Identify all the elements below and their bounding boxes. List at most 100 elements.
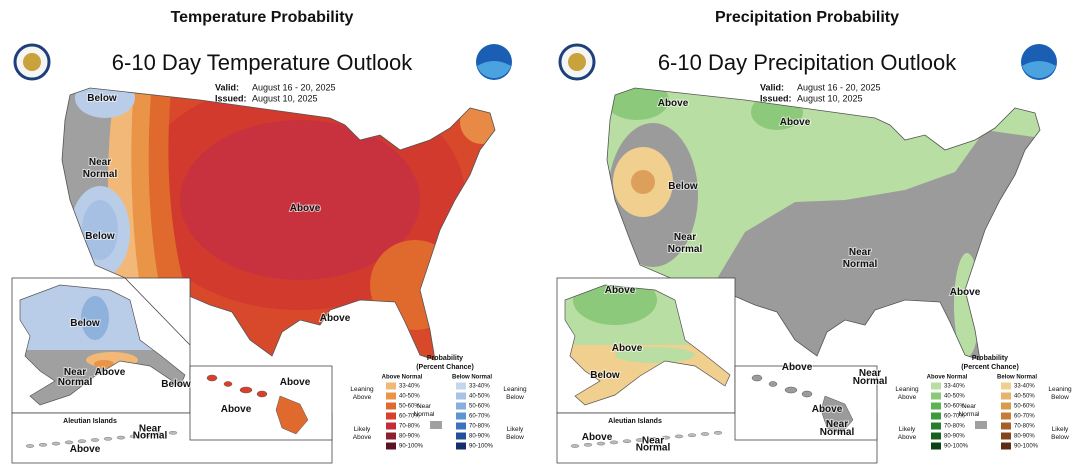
legend-swatch [1001, 402, 1011, 410]
legend-swatch [931, 432, 941, 440]
map-title: 6-10 Day Temperature Outlook [112, 50, 413, 75]
legend-swatch [386, 392, 396, 400]
aleutian-island [77, 439, 87, 444]
aleutian-island [635, 438, 645, 442]
map-label: Below [85, 231, 115, 242]
legend-side-label: Leaning Above [895, 386, 919, 401]
legend-swatch [386, 422, 396, 430]
map-label: Near Normal [843, 247, 878, 270]
legend-swatch [931, 402, 941, 410]
legend-swatch [456, 382, 466, 390]
map-label: Near Normal [636, 435, 671, 453]
map-label: Above [658, 98, 689, 109]
legend-side-label: Near Normal [414, 403, 436, 418]
legend-range: 33-40% [944, 384, 965, 390]
map-label: Near Normal [58, 367, 93, 388]
map-label: Near Normal [83, 157, 118, 180]
legend-range: 90-100% [399, 444, 424, 450]
legend-range: 70-80% [944, 424, 965, 430]
legend-swatch [456, 442, 466, 450]
legend-swatch [931, 382, 941, 390]
hawaii-island [256, 390, 268, 398]
issued-label: Issued: [215, 93, 247, 103]
aleutian-island [661, 435, 671, 440]
aleutian-island [103, 436, 113, 441]
valid-label: Valid: [760, 82, 784, 92]
legend-swatch [386, 432, 396, 440]
legend-swatch [456, 422, 466, 430]
legend-range: 50-60% [469, 404, 490, 410]
map-label: Above [280, 377, 311, 388]
hawaii-island [801, 390, 813, 398]
outlook-zone [370, 240, 460, 330]
legend-swatch [931, 442, 941, 450]
map-label: Above [320, 313, 351, 324]
map-label: Near Normal [820, 418, 855, 437]
map-label: Above [812, 404, 843, 415]
aleutian-island [687, 433, 697, 438]
legend-range: 90-100% [944, 444, 969, 450]
map-label: Below [161, 379, 191, 390]
aleutian-island [51, 441, 61, 446]
map-label: Above [950, 287, 981, 298]
legend-range: 40-50% [469, 394, 490, 400]
legend-swatch [1001, 412, 1011, 420]
noaa-logo-wave [477, 61, 511, 79]
legend-range: 90-100% [469, 444, 494, 450]
issued-dates: August 10, 2025 [252, 93, 318, 103]
legend-near-swatch [430, 421, 442, 429]
issued-label: Issued: [760, 93, 792, 103]
outlook-zone [81, 296, 109, 340]
legend-range: 40-50% [944, 394, 965, 400]
legend-range: 60-70% [944, 414, 965, 420]
legend-swatch [456, 402, 466, 410]
hawaii-island [784, 386, 798, 394]
legend-range: 40-50% [399, 394, 420, 400]
legend-side-label: Leaning Below [1048, 386, 1072, 401]
legend-range: 70-80% [399, 424, 420, 430]
legend-range: 40-50% [1014, 394, 1035, 400]
map-label: Above [221, 404, 252, 415]
aleutian-island [674, 434, 684, 439]
legend-swatch [386, 412, 396, 420]
aleutian-island [596, 441, 606, 446]
hawaii-island [223, 381, 233, 387]
valid-dates: August 16 - 20, 2025 [797, 82, 881, 92]
legend-side-label: Likely Below [506, 426, 524, 441]
aleutian-island [25, 444, 35, 448]
map-label: Near Normal [853, 367, 888, 386]
aleutian-island [129, 434, 139, 439]
hawaii-island [206, 374, 218, 382]
alaska-outline [564, 284, 731, 406]
legend-swatch [931, 422, 941, 430]
legend-range: 80-90% [469, 434, 490, 440]
valid-dates: August 16 - 20, 2025 [252, 82, 336, 92]
map-label: Above [290, 203, 321, 214]
map-label: Above [605, 285, 636, 296]
inset-pointer [124, 277, 191, 346]
map-label: Above [70, 444, 101, 455]
legend-below-header: Below Normal [452, 375, 492, 381]
legend-below-header: Below Normal [997, 375, 1037, 381]
legend-swatch [1001, 442, 1011, 450]
legend-above-header: Above Normal [382, 375, 423, 381]
hawaii-big-island [275, 395, 309, 435]
legend-range: 80-90% [399, 434, 420, 440]
commerce-seal-inner [23, 53, 41, 71]
outlook-zone [82, 200, 118, 260]
aleutian-island [609, 440, 619, 445]
map-label: Above [95, 367, 126, 378]
legend-range: 70-80% [469, 424, 490, 430]
noaa-logo-wave [1022, 61, 1056, 79]
alaska-outline [19, 284, 186, 406]
legend-range: 90-100% [1014, 444, 1039, 450]
aleutian-island [155, 432, 165, 436]
map-label: Near Normal [133, 423, 168, 441]
outlook-zone [954, 253, 980, 357]
aleutian-island [38, 442, 48, 447]
commerce-seal-inner [568, 53, 586, 71]
hawaii-island [751, 374, 763, 382]
aleutian-island [713, 430, 723, 435]
map-label: Below [590, 370, 620, 381]
